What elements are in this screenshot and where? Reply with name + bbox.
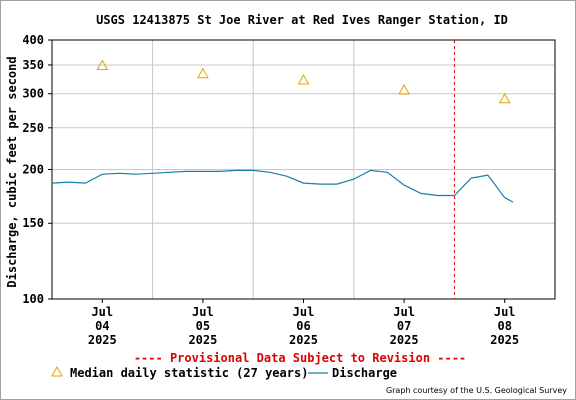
y-tick-label: 200	[22, 163, 44, 177]
x-tick-label: 2025	[490, 333, 519, 347]
y-tick-label: 350	[22, 58, 44, 72]
y-tick-label: 400	[22, 33, 44, 47]
median-marker	[398, 84, 410, 95]
legend-median-label: Median daily statistic (27 years)	[70, 366, 308, 380]
credit-text: Graph courtesy of the U.S. Geological Su…	[386, 386, 567, 395]
x-tick-label: 06	[296, 319, 310, 333]
median-series	[96, 59, 511, 104]
legend-discharge-label: Discharge	[332, 366, 397, 380]
y-tick-label: 150	[22, 216, 44, 230]
x-tick-label: 04	[95, 319, 109, 333]
x-tick-label: 08	[497, 319, 511, 333]
x-tick-label: 2025	[390, 333, 419, 347]
x-tick-label: Jul	[91, 305, 113, 319]
x-tick-label: Jul	[192, 305, 214, 319]
x-tick-label: Jul	[293, 305, 315, 319]
y-tick-label: 100	[22, 292, 44, 306]
x-tick-label: 2025	[289, 333, 318, 347]
chart-title: USGS 12413875 St Joe River at Red Ives R…	[96, 13, 508, 27]
y-tick-label: 250	[22, 121, 44, 135]
x-tick-label: Jul	[494, 305, 516, 319]
x-tick-label: 2025	[88, 333, 117, 347]
x-tick-label: 07	[397, 319, 411, 333]
grid-lines	[52, 40, 555, 299]
x-tick-label: 2025	[188, 333, 217, 347]
x-tick-label: 05	[196, 319, 210, 333]
discharge-line	[51, 169, 514, 203]
median-marker	[297, 73, 310, 85]
y-axis-label: Discharge, cubic feet per second	[5, 56, 19, 287]
median-marker	[197, 67, 209, 79]
legend-median-marker	[51, 365, 63, 377]
median-marker	[96, 59, 109, 70]
y-axis-ticks: 100 150 200 250 300 350 400	[22, 33, 52, 306]
y-tick-label: 300	[22, 87, 44, 101]
provisional-notice: ---- Provisional Data Subject to Revisio…	[134, 351, 466, 365]
legend: Median daily statistic (27 years) Discha…	[51, 365, 397, 380]
discharge-series	[51, 169, 514, 203]
x-axis-ticks: Jul042025Jul052025Jul062025Jul072025Jul0…	[88, 299, 519, 347]
median-marker	[498, 92, 511, 104]
x-tick-label: Jul	[393, 305, 415, 319]
